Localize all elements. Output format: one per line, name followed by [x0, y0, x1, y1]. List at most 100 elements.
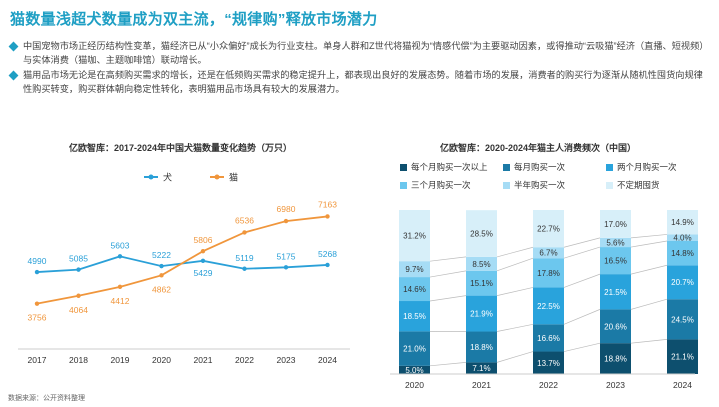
connector-line — [630, 298, 668, 310]
data-point — [34, 269, 40, 275]
data-point — [200, 258, 206, 264]
x-tick-label: 2024 — [318, 355, 337, 365]
bar-value-label: 21.9% — [470, 310, 493, 319]
stacked-bar-chart: 5.0% 21.0% 18.5% 14.6% 9.7% 31.2% 2020 7.1% 18.8… — [390, 210, 698, 390]
data-label: 4412 — [111, 296, 130, 306]
bar-value-label: 21.5% — [604, 288, 627, 297]
bar-value-label: 17.8% — [537, 269, 560, 278]
bar-segment — [399, 210, 430, 262]
connector-line — [496, 257, 534, 272]
connector-line — [496, 246, 534, 258]
bar-value-label: 7.1% — [472, 364, 490, 373]
data-label: 5268 — [318, 249, 337, 259]
bar-value-label: 9.7% — [405, 265, 423, 274]
bar-value-label: 13.7% — [537, 359, 560, 368]
bar-value-label: 31.2% — [403, 232, 426, 241]
legend-item: 半年购买一次 — [503, 179, 565, 191]
bar-value-label: 15.1% — [470, 279, 493, 288]
data-label: 4990 — [28, 256, 47, 266]
bar-segment — [466, 295, 497, 332]
connector-line — [429, 295, 467, 302]
data-point — [117, 284, 123, 290]
bar-segment — [667, 210, 698, 235]
data-point — [200, 248, 206, 254]
data-label: 6980 — [277, 204, 296, 214]
bar-value-label: 22.5% — [537, 302, 560, 311]
connector-line — [429, 362, 467, 367]
bar-value-label: 5.6% — [606, 238, 624, 247]
data-point — [76, 293, 81, 298]
legend-swatch — [606, 182, 613, 189]
bullet-item: 中国宠物市场正经历结构性变革，猫经济已从“小众偏好”成长为行业支柱。单身人群和Z… — [8, 40, 710, 67]
bar-segment — [600, 343, 631, 374]
diamond-icon — [8, 41, 19, 52]
legend-swatch — [503, 182, 510, 189]
bullet-item: 猫用品市场无论是在高频购买需求的增长，还是在低频购买需求的稳定提升上，都表现出良… — [8, 69, 710, 96]
bar-segment — [399, 365, 430, 374]
data-label: 5175 — [277, 251, 296, 261]
data-label: 5429 — [194, 268, 213, 278]
data-label: 3756 — [28, 313, 47, 323]
line-chart-title: 亿欧智库：2017-2024年中国犬猫数量变化趋势（万只） — [69, 143, 293, 153]
bullet-text: 猫用品市场无论是在高频购买需求的增长，还是在低频购买需求的稳定提升上，都表现出良… — [23, 70, 703, 94]
x-tick-label: 2021 — [472, 380, 491, 390]
diamond-icon — [8, 70, 19, 81]
bar-segment — [466, 331, 497, 363]
bar-value-label: 8.5% — [472, 260, 490, 269]
legend-item: 三个月购买一次 — [400, 179, 471, 191]
bar-segment — [399, 261, 430, 278]
legend-label-0: 犬 — [163, 172, 172, 183]
connector-line — [563, 237, 601, 248]
bar-segment — [600, 247, 631, 275]
bar-value-label: 22.7% — [537, 225, 560, 234]
data-point — [159, 273, 164, 278]
connector-line — [563, 246, 601, 259]
legend-label-1: 猫 — [229, 172, 238, 183]
data-label: 5119 — [235, 253, 254, 263]
connector-line — [496, 287, 534, 296]
bar-segment — [667, 339, 698, 374]
x-tick-label: 2022 — [235, 355, 254, 365]
bar-value-label: 14.9% — [671, 218, 694, 227]
x-tick-label: 2023 — [606, 380, 625, 390]
x-tick-label: 2022 — [539, 380, 558, 390]
bar-value-label: 24.5% — [671, 315, 694, 324]
bar-segment — [667, 299, 698, 340]
legend-item: 每月购买一次 — [503, 161, 565, 173]
bar-value-label: 18.8% — [604, 355, 627, 364]
data-label: 4862 — [152, 284, 171, 294]
legend-item: 不定期囤货 — [606, 179, 660, 191]
series-line-1 — [36, 215, 328, 305]
bar-value-label: 18.8% — [470, 343, 493, 352]
bullet-text: 中国宠物市场正经历结构性变革，猫经济已从“小众偏好”成长为行业支柱。单身人群和Z… — [23, 41, 709, 65]
bar-segment — [533, 351, 564, 374]
connector-line — [496, 351, 534, 363]
connector-line — [496, 323, 534, 332]
line-chart: 犬 猫 2017 2018 2019 2020 2021 2022 2023 2024 4990 50… — [18, 172, 350, 365]
data-label: 4064 — [69, 305, 88, 315]
x-tick-label: 2021 — [194, 355, 213, 365]
connector-line — [429, 256, 467, 262]
bar-value-label: 20.6% — [604, 322, 627, 331]
x-tick-label: 2020 — [152, 355, 171, 365]
bar-segment — [600, 274, 631, 310]
bar-segment — [466, 210, 497, 257]
legend-swatch — [400, 182, 407, 189]
legend-item: 每个月购买一次以上 — [400, 161, 488, 173]
legend-label: 两个月购买一次 — [617, 162, 677, 172]
bar-segment — [399, 331, 430, 366]
data-point — [283, 265, 289, 270]
legend-item: 两个月购买一次 — [606, 161, 677, 173]
bar-segment — [667, 265, 698, 300]
bar-segment — [600, 210, 631, 238]
data-label: 5806 — [194, 235, 213, 245]
connector-line — [630, 234, 668, 239]
legend-label: 每个月购买一次以上 — [411, 162, 488, 172]
bar-value-label: 6.7% — [539, 249, 557, 258]
bar-segment — [600, 237, 631, 248]
bullet-list: 中国宠物市场正经历结构性变革，猫经济已从“小众偏好”成长为行业支柱。单身人群和Z… — [8, 40, 710, 98]
bar-segment — [600, 309, 631, 344]
data-point — [325, 262, 330, 268]
data-label: 6536 — [235, 215, 254, 225]
bar-segment — [533, 287, 564, 325]
